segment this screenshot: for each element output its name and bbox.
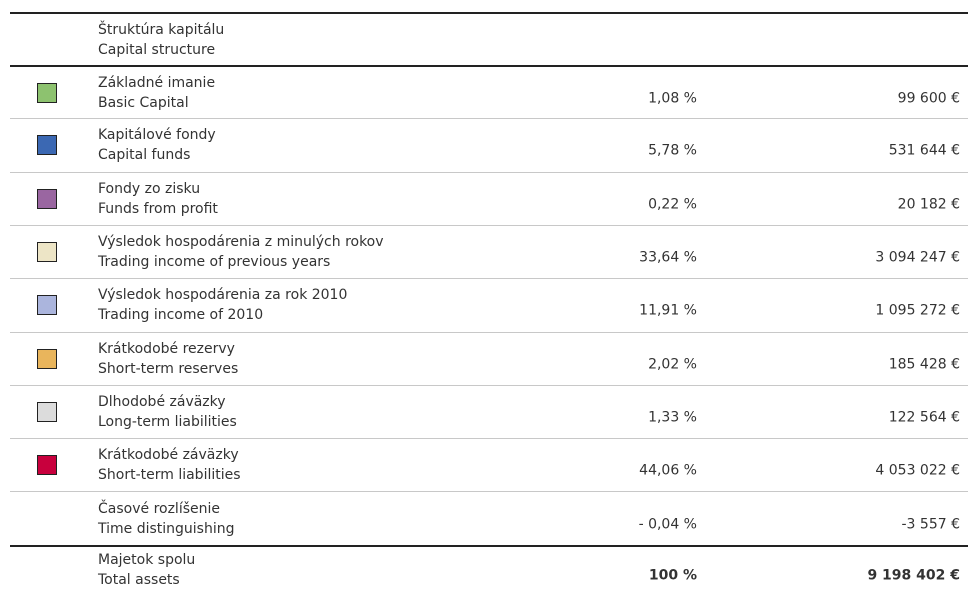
- table-row: Časové rozlíšenie Time distinguishing - 0,…: [10, 491, 968, 544]
- color-swatch: [37, 455, 57, 476]
- amount: 1 095 272 €: [875, 302, 960, 319]
- title-en: Capital structure: [98, 41, 216, 58]
- label-sk: Výsledok hospodárenia z minulých rokov: [98, 234, 384, 251]
- label-sk: Majetok spolu: [98, 551, 196, 568]
- label-en: Funds from profit: [98, 200, 218, 217]
- table-row: Výsledok hospodárenia za rok 2010 Trading…: [10, 278, 968, 331]
- label-en: Capital funds: [98, 147, 191, 164]
- label-sk: Základné imanie: [98, 74, 216, 91]
- row-label: Fondy zo zisku Funds from profit: [98, 179, 218, 219]
- percent: 11,91 %: [639, 302, 697, 319]
- amount: 99 600 €: [897, 90, 960, 107]
- table-row: Majetok spolu Total assets 100 % 9 198 402 …: [10, 544, 968, 593]
- label-en: Time distinguishing: [98, 520, 235, 537]
- color-swatch: [37, 188, 57, 209]
- amount: 20 182 €: [897, 196, 960, 213]
- color-swatch: [37, 135, 57, 156]
- amount: 185 428 €: [888, 356, 960, 373]
- percent: 100 %: [648, 567, 697, 584]
- color-swatch: [37, 82, 57, 103]
- table-row: Fondy zo zisku Funds from profit 0,22 % 20 …: [10, 171, 968, 225]
- label-en: Total assets: [98, 571, 180, 588]
- label-en: Long-term liabilities: [98, 413, 237, 430]
- percent: 33,64 %: [639, 249, 697, 266]
- row-label: Krátkodobé rezervy Short-term reserves: [98, 339, 238, 379]
- label-sk: Krátkodobé rezervy: [98, 340, 235, 357]
- row-label: Časové rozlíšenie Time distinguishing: [98, 499, 235, 539]
- table-row: Krátkodobé rezervy Short-term reserves 2,0…: [10, 331, 968, 385]
- amount: 122 564 €: [888, 409, 960, 426]
- color-swatch: [37, 348, 57, 369]
- table-row: Základné imanie Basic Capital 1,08 % 99 600…: [10, 65, 968, 118]
- percent: 1,33 %: [648, 409, 697, 426]
- label-sk: Kapitálové fondy: [98, 127, 216, 144]
- percent: - 0,04 %: [638, 516, 697, 533]
- row-label: Základné imanie Basic Capital: [98, 73, 215, 113]
- amount: 9 198 402 €: [867, 567, 960, 584]
- percent: 0,22 %: [648, 196, 697, 213]
- label-sk: Fondy zo zisku: [98, 180, 201, 197]
- color-swatch: [37, 242, 57, 263]
- title-sk: Štruktúra kapitálu: [98, 21, 225, 38]
- percent: 1,08 %: [648, 90, 697, 107]
- table-row: Kapitálové fondy Capital funds 5,78 % 531 6…: [10, 118, 968, 171]
- header-row: Štruktúra kapitálu Capital structure: [10, 12, 968, 65]
- amount: 4 053 022 €: [875, 462, 960, 479]
- label-en: Short-term reserves: [98, 360, 239, 377]
- label-en: Trading income of previous years: [98, 254, 331, 271]
- row-label: Dlhodobé záväzky Long-term liabilities: [98, 392, 237, 432]
- label-sk: Krátkodobé záväzky: [98, 447, 239, 464]
- color-swatch: [37, 401, 57, 422]
- percent: 5,78 %: [648, 143, 697, 160]
- label-en: Basic Capital: [98, 94, 189, 111]
- percent: 44,06 %: [639, 462, 697, 479]
- row-label: Kapitálové fondy Capital funds: [98, 125, 216, 165]
- table-row: Dlhodobé záväzky Long-term liabilities 1,3…: [10, 384, 968, 438]
- amount: 3 094 247 €: [875, 249, 960, 266]
- label-sk: Dlhodobé záväzky: [98, 393, 226, 410]
- label-sk: Časové rozlíšenie: [98, 500, 220, 517]
- color-swatch: [37, 295, 57, 316]
- label-sk: Výsledok hospodárenia za rok 2010: [98, 287, 348, 304]
- amount: 531 644 €: [888, 143, 960, 160]
- row-label: Výsledok hospodárenia za rok 2010 Trading…: [98, 285, 347, 325]
- table-row: Výsledok hospodárenia z minulých rokov Tr…: [10, 224, 968, 278]
- percent: 2,02 %: [648, 356, 697, 373]
- row-label: Výsledok hospodárenia z minulých rokov Tr…: [98, 232, 384, 272]
- amount: -3 557 €: [901, 516, 961, 533]
- row-label: Majetok spolu Total assets: [98, 550, 195, 590]
- header-title: Štruktúra kapitálu Capital structure: [98, 20, 224, 60]
- label-en: Trading income of 2010: [98, 307, 264, 324]
- label-en: Short-term liabilities: [98, 467, 241, 484]
- table-row: Krátkodobé záväzky Short-term liabilities…: [10, 438, 968, 491]
- row-label: Krátkodobé záväzky Short-term liabilities: [98, 445, 241, 485]
